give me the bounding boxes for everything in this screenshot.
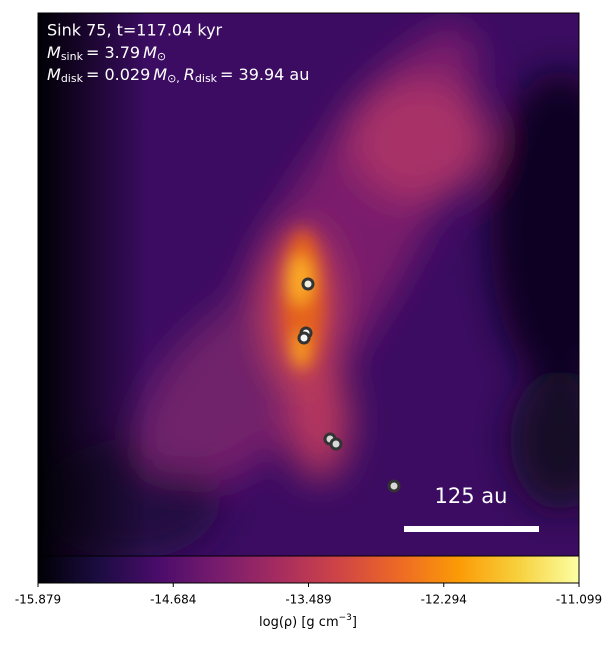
colorbar-tick-label: -11.099 bbox=[556, 593, 602, 607]
colorbar-tick-label: -13.489 bbox=[285, 593, 331, 607]
colorbar-label: log(ρ) [g cm−3] bbox=[259, 613, 357, 630]
scale-bar bbox=[404, 526, 539, 532]
scale-bar-label: 125 au bbox=[435, 484, 508, 508]
sink-particles bbox=[297, 277, 401, 493]
colorbar bbox=[37, 555, 580, 584]
colorbar-tick-label: -15.879 bbox=[15, 593, 61, 607]
colorbar-tick-label: -12.294 bbox=[421, 593, 467, 607]
title: Sink 75, t=117.04 kyr bbox=[47, 21, 223, 40]
density-field bbox=[38, 13, 579, 556]
disk-info: Mdisk = 0.029 M⊙, Rdisk = 39.94 au bbox=[47, 65, 309, 86]
sink-mass: Msink = 3.79 M⊙ bbox=[47, 43, 166, 64]
colorbar-tick-label: -14.684 bbox=[150, 593, 196, 607]
